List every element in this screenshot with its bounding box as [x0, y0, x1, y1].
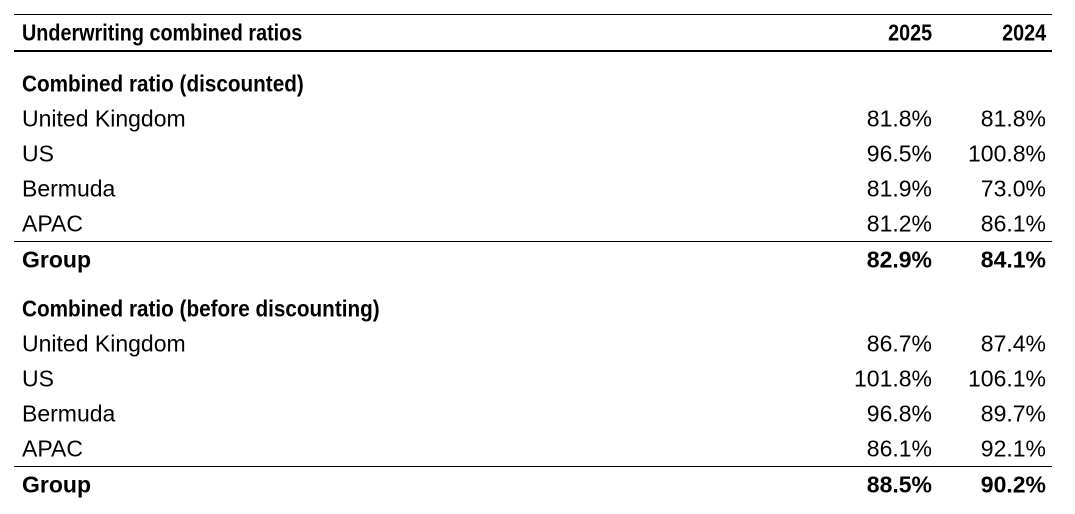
value-2025: 81.2%	[866, 210, 932, 236]
section-heading-label: Combined ratio (discounted)	[22, 70, 304, 96]
table-header: Underwriting combined ratios 2025 2024	[14, 15, 1052, 52]
row-label: US	[22, 365, 54, 391]
value-2025: 82.9%	[866, 246, 932, 272]
table-row: US 101.8% 106.1%	[14, 361, 1052, 396]
value-2025: 81.8%	[866, 105, 932, 131]
row-label: United Kingdom	[22, 105, 186, 131]
group-total-row: Group 82.9% 84.1%	[14, 241, 1052, 277]
value-2024: 92.1%	[980, 435, 1046, 461]
section-heading: Combined ratio (before discounting)	[14, 291, 1052, 326]
group-total-row: Group 88.5% 90.2%	[14, 466, 1052, 502]
row-label: Group	[22, 471, 91, 497]
value-2025: 96.8%	[866, 400, 932, 426]
table-row: United Kingdom 86.7% 87.4%	[14, 326, 1052, 361]
row-label: United Kingdom	[22, 330, 186, 356]
value-2025: 86.1%	[866, 435, 932, 461]
row-label: US	[22, 140, 54, 166]
value-2024: 89.7%	[980, 400, 1046, 426]
table-row: Bermuda 81.9% 73.0%	[14, 171, 1052, 206]
row-label: APAC	[22, 210, 83, 236]
row-label: Group	[22, 246, 91, 272]
value-2025: 88.5%	[866, 471, 932, 497]
row-label: Bermuda	[22, 400, 116, 426]
table-title: Underwriting combined ratios	[22, 19, 303, 45]
value-2024: 106.1%	[967, 365, 1046, 391]
value-2024: 84.1%	[980, 246, 1046, 272]
table-row: Bermuda 96.8% 89.7%	[14, 396, 1052, 431]
section-heading-label: Combined ratio (before discounting)	[22, 295, 380, 321]
value-2024: 81.8%	[980, 105, 1046, 131]
table-row: APAC 86.1% 92.1%	[14, 431, 1052, 466]
table-body: Combined ratio (discounted) United Kingdo…	[14, 66, 1052, 502]
value-2025: 81.9%	[866, 175, 932, 201]
table-row: US 96.5% 100.8%	[14, 136, 1052, 171]
value-2024: 86.1%	[980, 210, 1046, 236]
section-heading: Combined ratio (discounted)	[14, 66, 1052, 101]
row-label: Bermuda	[22, 175, 116, 201]
table-row: United Kingdom 81.8% 81.8%	[14, 101, 1052, 136]
column-header-2024: 2024	[1001, 19, 1046, 45]
value-2024: 73.0%	[980, 175, 1046, 201]
value-2025: 101.8%	[853, 365, 932, 391]
value-2024: 90.2%	[980, 471, 1046, 497]
combined-ratios-table: Underwriting combined ratios 2025 2024 C…	[14, 14, 1052, 502]
value-2025: 96.5%	[866, 140, 932, 166]
value-2024: 87.4%	[980, 330, 1046, 356]
value-2024: 100.8%	[967, 140, 1046, 166]
column-header-2025: 2025	[887, 19, 932, 45]
row-label: APAC	[22, 435, 83, 461]
value-2025: 86.7%	[866, 330, 932, 356]
table-row: APAC 81.2% 86.1%	[14, 206, 1052, 241]
